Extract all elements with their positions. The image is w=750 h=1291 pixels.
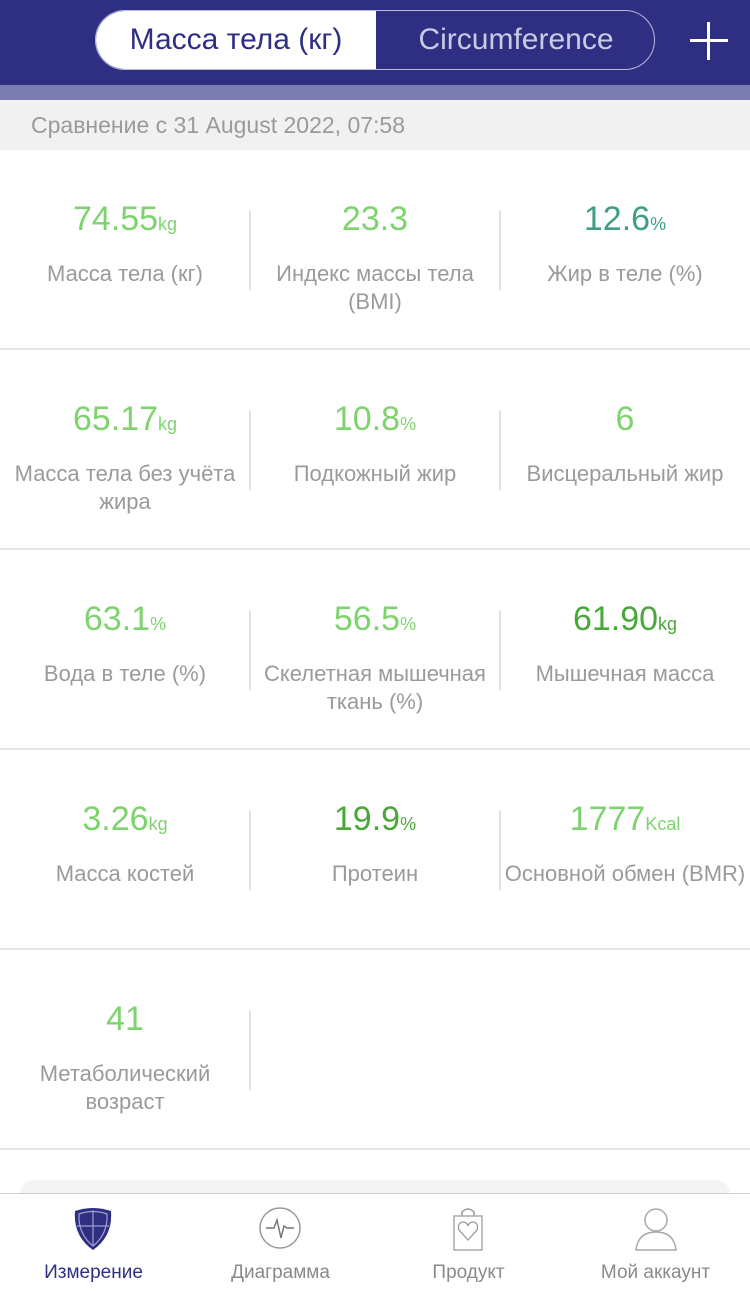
value-unit: kg <box>158 214 178 234</box>
header-strip <box>0 85 750 100</box>
shopping-bag-heart-icon <box>453 1208 483 1251</box>
metric-row: 65.17kg Масса тела без учёта жира 10.8% Под… <box>0 350 750 550</box>
metric-label: Скелетная мышечная ткань (%) <box>264 661 486 714</box>
metric-cell[interactable]: 23.3 Индекс массы тела (BMI) <box>250 150 500 350</box>
metric-cell[interactable]: 63.1% Вода в теле (%) <box>0 550 250 750</box>
metric-cell[interactable]: 65.17kg Масса тела без учёта жира <box>0 350 250 550</box>
metric-row: 3.26kg Масса костей 19.9% Протеин 1777Kcal Ос… <box>0 750 750 950</box>
metric-cell[interactable]: 74.55kg Масса тела (кг) <box>0 150 250 350</box>
tab-label: Измерение <box>44 1262 143 1283</box>
metric-label: Метаболический возраст <box>39 1061 211 1114</box>
metric-value: 61.90kg <box>500 600 750 639</box>
value-unit: % <box>400 414 417 434</box>
value-unit: % <box>400 614 417 634</box>
shield-icon <box>74 1208 112 1250</box>
metric-value: 74.55kg <box>0 200 250 239</box>
value-number: 3.26 <box>82 800 149 838</box>
metric-value: 10.8% <box>250 400 500 439</box>
tab-label: Продукт <box>432 1262 505 1283</box>
metric-row: 74.55kg Масса тела (кг) 23.3 Индекс массы т… <box>0 150 750 350</box>
value-unit: % <box>150 614 167 634</box>
top-header: Масса тела (кг) Circumference <box>0 0 750 85</box>
column-divider <box>249 210 251 290</box>
tab-measurement[interactable]: Измерение <box>0 1194 187 1291</box>
metric-value: 12.6% <box>500 200 750 239</box>
value-number: 74.55 <box>72 200 159 238</box>
tab-diagram[interactable]: Диаграмма <box>187 1194 374 1291</box>
tab-product[interactable]: Продукт <box>375 1194 562 1291</box>
metric-value: 63.1% <box>0 600 250 639</box>
pulse-icon <box>259 1207 301 1249</box>
metric-cell[interactable]: 19.9% Протеин <box>250 750 500 950</box>
metric-label: Висцеральный жир <box>526 461 724 486</box>
metric-label: Протеин <box>331 861 419 886</box>
value-unit: kg <box>658 614 678 634</box>
metric-row: 63.1% Вода в теле (%) 56.5% Скелетная мышеч… <box>0 550 750 750</box>
value-number: 23.3 <box>341 200 409 238</box>
column-divider <box>249 1010 251 1090</box>
metric-value: 3.26kg <box>0 800 250 839</box>
value-unit: % <box>650 214 667 234</box>
tab-body-mass[interactable]: Масса тела (кг) <box>96 11 376 69</box>
metric-row: 41 Метаболический возраст <box>0 950 750 1150</box>
metric-label: Жир в теле (%) <box>547 261 703 286</box>
column-divider <box>499 810 501 890</box>
metric-cell[interactable]: 41 Метаболический возраст <box>0 950 250 1150</box>
metric-value: 56.5% <box>250 600 500 639</box>
metric-cell[interactable]: 10.8% Подкожный жир <box>250 350 500 550</box>
metric-label: Индекс массы тела (BMI) <box>276 261 474 314</box>
value-number: 6 <box>615 400 635 438</box>
tab-label: Мой аккаунт <box>600 1262 711 1283</box>
metric-label: Вода в теле (%) <box>43 661 207 686</box>
metric-label: Масса тела (кг) <box>47 261 203 286</box>
metric-cell[interactable]: 61.90kg Мышечная масса <box>500 550 750 750</box>
metric-cell[interactable]: 3.26kg Масса костей <box>0 750 250 950</box>
metric-value: 19.9% <box>250 800 500 839</box>
value-number: 41 <box>106 1000 144 1038</box>
metric-label: Масса костей <box>55 861 195 886</box>
metric-value: 41 <box>0 1000 250 1039</box>
value-number: 12.6 <box>583 200 651 238</box>
value-unit: kg <box>158 414 178 434</box>
column-divider <box>499 210 501 290</box>
column-divider <box>249 610 251 690</box>
value-number: 1777 <box>569 800 646 838</box>
segmented-control: Масса тела (кг) Circumference <box>95 10 655 70</box>
tab-label: Диаграмма <box>231 1262 330 1283</box>
metric-value: 23.3 <box>250 200 500 239</box>
metric-cell[interactable]: 12.6% Жир в теле (%) <box>500 150 750 350</box>
metric-label: Масса тела без учёта жира <box>14 461 236 514</box>
value-unit: Kcal <box>645 814 681 834</box>
metric-label: Подкожный жир <box>293 461 457 486</box>
metric-value: 65.17kg <box>0 400 250 439</box>
value-number: 56.5 <box>333 600 401 638</box>
metric-cell[interactable]: 56.5% Скелетная мышечная ткань (%) <box>250 550 500 750</box>
metric-value: 1777Kcal <box>500 800 750 839</box>
value-number: 19.9 <box>333 800 401 838</box>
value-number: 10.8 <box>333 400 401 438</box>
user-icon <box>635 1208 677 1251</box>
metric-value: 6 <box>500 400 750 439</box>
compare-date: Сравнение с 31 August 2022, 07:58 <box>0 100 750 150</box>
metric-cell[interactable]: 1777Kcal Основной обмен (BMR) <box>500 750 750 950</box>
tab-bar: Измерение Диаграмма Продукт Мой аккаунт <box>0 1193 750 1290</box>
metric-cell[interactable]: 6 Висцеральный жир <box>500 350 750 550</box>
value-number: 61.90 <box>572 600 659 638</box>
tab-account[interactable]: Мой аккаунт <box>562 1194 749 1291</box>
value-number: 63.1 <box>83 600 151 638</box>
column-divider <box>499 410 501 490</box>
metric-label: Основной обмен (BMR) <box>504 861 746 886</box>
column-divider <box>499 610 501 690</box>
plus-icon[interactable] <box>690 22 728 60</box>
tab-circumference[interactable]: Circumference <box>418 23 614 56</box>
value-unit: kg <box>148 814 168 834</box>
metric-label: Мышечная масса <box>535 661 715 686</box>
value-number: 65.17 <box>72 400 159 438</box>
column-divider <box>249 810 251 890</box>
column-divider <box>249 410 251 490</box>
value-unit: % <box>400 814 417 834</box>
